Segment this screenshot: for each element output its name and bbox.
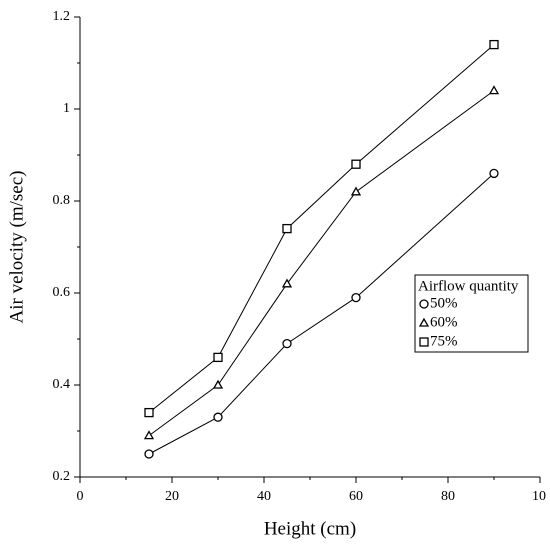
marker: [144, 449, 154, 459]
series-line: [148, 44, 495, 413]
y-tick-label: 1: [63, 101, 70, 116]
x-tick-label: 10: [532, 489, 546, 504]
y-tick-label: 0.8: [53, 193, 71, 208]
legend-box: [414, 274, 529, 353]
y-tick-label: 0.2: [53, 469, 71, 484]
legend-marker: [418, 317, 430, 327]
marker: [350, 186, 362, 196]
marker: [488, 85, 500, 95]
marker: [489, 39, 499, 50]
x-axis-title: Height (cm): [264, 518, 356, 539]
legend-marker: [419, 299, 429, 309]
x-tick-label: 0: [77, 489, 84, 504]
legend-title: Airflow quantity: [418, 278, 519, 294]
marker: [213, 352, 223, 363]
x-tick-label: 80: [441, 489, 455, 504]
series-line: [148, 90, 495, 437]
marker: [213, 412, 223, 422]
y-axis-title: Air velocity (m/sec): [6, 170, 27, 323]
y-tick-label: 1.2: [53, 9, 71, 24]
legend-marker: [419, 337, 429, 347]
x-tick-label: 40: [257, 489, 271, 504]
marker: [351, 292, 361, 303]
marker: [489, 168, 499, 179]
y-tick-label: 0.6: [53, 285, 71, 300]
marker: [282, 223, 292, 234]
y-tick-label: 0.4: [53, 377, 71, 392]
x-tick-label: 60: [349, 489, 363, 504]
marker: [144, 407, 154, 418]
x-tick-label: 20: [165, 489, 179, 504]
marker: [351, 159, 361, 169]
marker: [282, 338, 292, 349]
marker: [281, 278, 293, 288]
marker: [212, 379, 224, 389]
legend-label: 75%: [430, 333, 458, 349]
marker: [143, 430, 155, 440]
legend-label: 60%: [430, 314, 458, 330]
legend-label: 50%: [430, 295, 458, 311]
